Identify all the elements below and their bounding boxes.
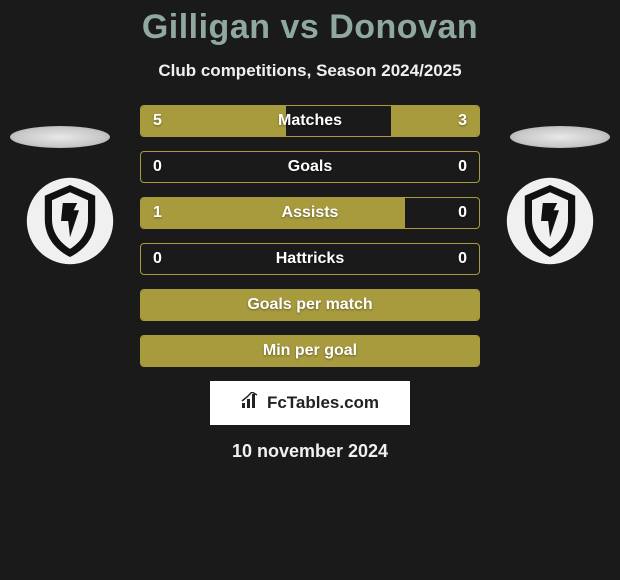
player-placeholder-left (10, 126, 110, 148)
chart-icon (241, 392, 261, 415)
comparison-card: Gilligan vs Donovan Club competitions, S… (0, 0, 620, 462)
stat-row: 00Goals (140, 151, 480, 183)
stat-row: 53Matches (140, 105, 480, 137)
brand-label: FcTables.com (267, 393, 379, 413)
stat-label: Matches (141, 106, 479, 136)
stat-label: Goals per match (141, 290, 479, 320)
club-logo-left (25, 176, 115, 266)
subtitle: Club competitions, Season 2024/2025 (0, 61, 620, 81)
stat-row: 00Hattricks (140, 243, 480, 275)
stat-label: Hattricks (141, 244, 479, 274)
brand-badge[interactable]: FcTables.com (210, 381, 410, 425)
stat-label: Min per goal (141, 336, 479, 366)
stat-row: 10Assists (140, 197, 480, 229)
stat-label: Goals (141, 152, 479, 182)
stat-row: Goals per match (140, 289, 480, 321)
stats-table: 53Matches 00Goals 10Assists 00Hattricks Goal… (140, 105, 480, 367)
player-placeholder-right (510, 126, 610, 148)
club-logo-right (505, 176, 595, 266)
stat-row: Min per goal (140, 335, 480, 367)
date-label: 10 november 2024 (0, 441, 620, 462)
page-title: Gilligan vs Donovan (0, 8, 620, 47)
stat-label: Assists (141, 198, 479, 228)
